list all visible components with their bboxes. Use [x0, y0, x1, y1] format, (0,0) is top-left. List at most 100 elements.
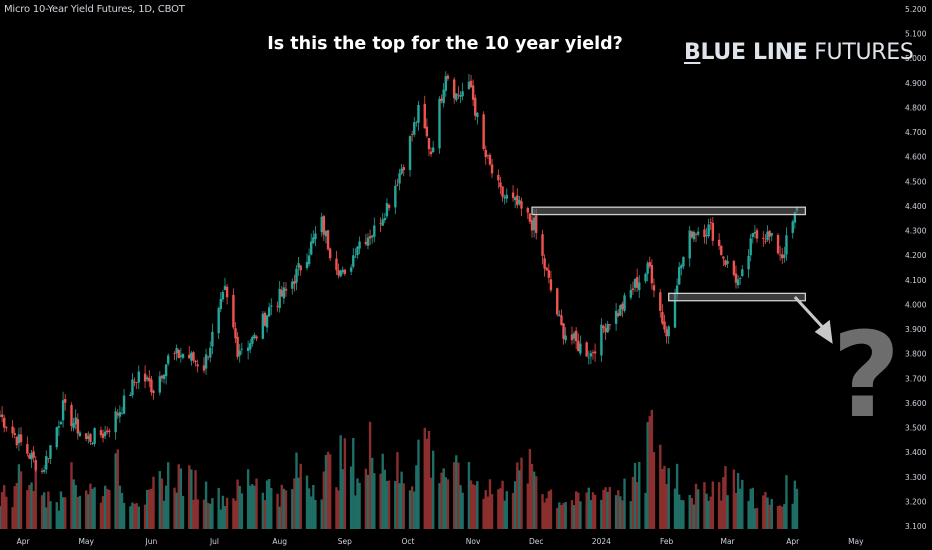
candle-body [352, 255, 355, 267]
volume-bar [505, 491, 508, 529]
time-tick-label: Mar [720, 537, 735, 546]
volume-bar [526, 483, 530, 529]
candle-body [341, 269, 344, 273]
volume-bar [352, 437, 355, 529]
volume-bar [528, 448, 532, 529]
volume-bar [608, 486, 612, 529]
volume-bar [370, 457, 374, 529]
candle-body [678, 267, 681, 285]
volume-bar [312, 485, 315, 529]
candle-body [305, 262, 309, 268]
volume-bar [295, 452, 298, 529]
candle-body [335, 258, 338, 271]
candle-body [379, 223, 382, 225]
candle-body [17, 434, 21, 444]
volume-bar [690, 497, 694, 529]
volume-bar [267, 478, 271, 529]
candle-body [572, 333, 576, 339]
candle-body [0, 415, 2, 417]
volume-bar [661, 468, 664, 529]
candle-body [528, 213, 532, 222]
volume-bar [417, 439, 420, 529]
candle-body [673, 292, 677, 328]
candle-body [682, 256, 685, 267]
candle-body [476, 112, 479, 118]
volume-bar [680, 499, 683, 529]
candle-body [232, 294, 235, 328]
candle-body [162, 374, 166, 379]
candle-body [120, 413, 124, 415]
volume-bar [70, 462, 73, 529]
candle-body [499, 182, 502, 187]
time-axis[interactable]: Apr May Jun Jul Aug Sep Oct Nov Dec 2024 Feb Mar Apr… [17, 537, 865, 546]
volume-bar [572, 505, 576, 529]
volume-bar [223, 506, 227, 529]
candle-body [535, 215, 538, 233]
volume-bar [764, 492, 767, 529]
candle-body [440, 98, 443, 101]
price-tick-label: 3.400 [905, 448, 927, 457]
volume-bar [497, 489, 500, 529]
candle-body [70, 405, 73, 427]
candle-body [181, 353, 185, 358]
candle-body [457, 94, 460, 96]
volume-bar [32, 490, 35, 529]
volume-bar [570, 500, 574, 529]
volume-bar [474, 485, 477, 529]
time-tick-label: May [78, 537, 94, 546]
candle-body [255, 336, 258, 339]
candle-body [59, 421, 63, 425]
candle-body [764, 240, 767, 242]
candle-body [635, 277, 639, 288]
candle-body [265, 315, 269, 328]
candle-body [267, 307, 271, 317]
candle-body [297, 263, 300, 268]
candle-body [402, 167, 405, 171]
volume-bar [587, 487, 590, 529]
volume-bar [89, 483, 92, 529]
volume-bar [692, 504, 696, 529]
candle-body [513, 197, 517, 201]
candle-body [270, 305, 273, 307]
candle-body [644, 273, 647, 282]
candle-body [413, 122, 416, 135]
candle-body [314, 233, 317, 240]
volume-bar [705, 493, 708, 529]
candle-body [532, 217, 536, 231]
candle-body [11, 426, 14, 434]
volume-bar [320, 499, 323, 529]
brand-logo: BLUE LINE FUTURES [684, 40, 914, 65]
chart-headline: Is this the top for the 10 year yield? [267, 34, 623, 54]
volume-bar [190, 469, 193, 529]
volume-bar [40, 495, 44, 529]
volume-bar [398, 483, 401, 529]
candle-body [179, 355, 183, 357]
volume-bar [108, 489, 111, 529]
volume-bar [160, 478, 164, 529]
volume-bar [621, 500, 624, 529]
volume-bar [181, 495, 185, 529]
candle-body [76, 419, 80, 434]
volume-bar [188, 465, 191, 529]
candle-body [711, 222, 715, 241]
candle-body [614, 310, 618, 324]
volume-bar [617, 490, 620, 529]
volume-bar [225, 497, 229, 529]
price-tick-label: 4.900 [905, 79, 927, 88]
price-axis[interactable]: 3.100 3.200 3.300 3.400 3.500 3.600 3.700 3.800… [905, 5, 927, 531]
candle-body [579, 343, 582, 354]
candle-body [87, 436, 90, 439]
candle-body [15, 437, 19, 446]
time-tick-label: Apr [17, 537, 31, 546]
candle-body [358, 241, 361, 249]
volume-bar [307, 488, 311, 529]
candle-body [34, 460, 37, 471]
volume-bar [76, 496, 80, 529]
volume-bar [42, 492, 46, 529]
volume-bar [490, 494, 494, 529]
volume-bar [453, 462, 456, 529]
volume-bar [61, 497, 65, 529]
symbol-label[interactable]: Micro 10-Year Yield Futures, 1D, CBOT [4, 4, 185, 15]
candle-body [280, 290, 283, 297]
candle-body [49, 445, 52, 459]
